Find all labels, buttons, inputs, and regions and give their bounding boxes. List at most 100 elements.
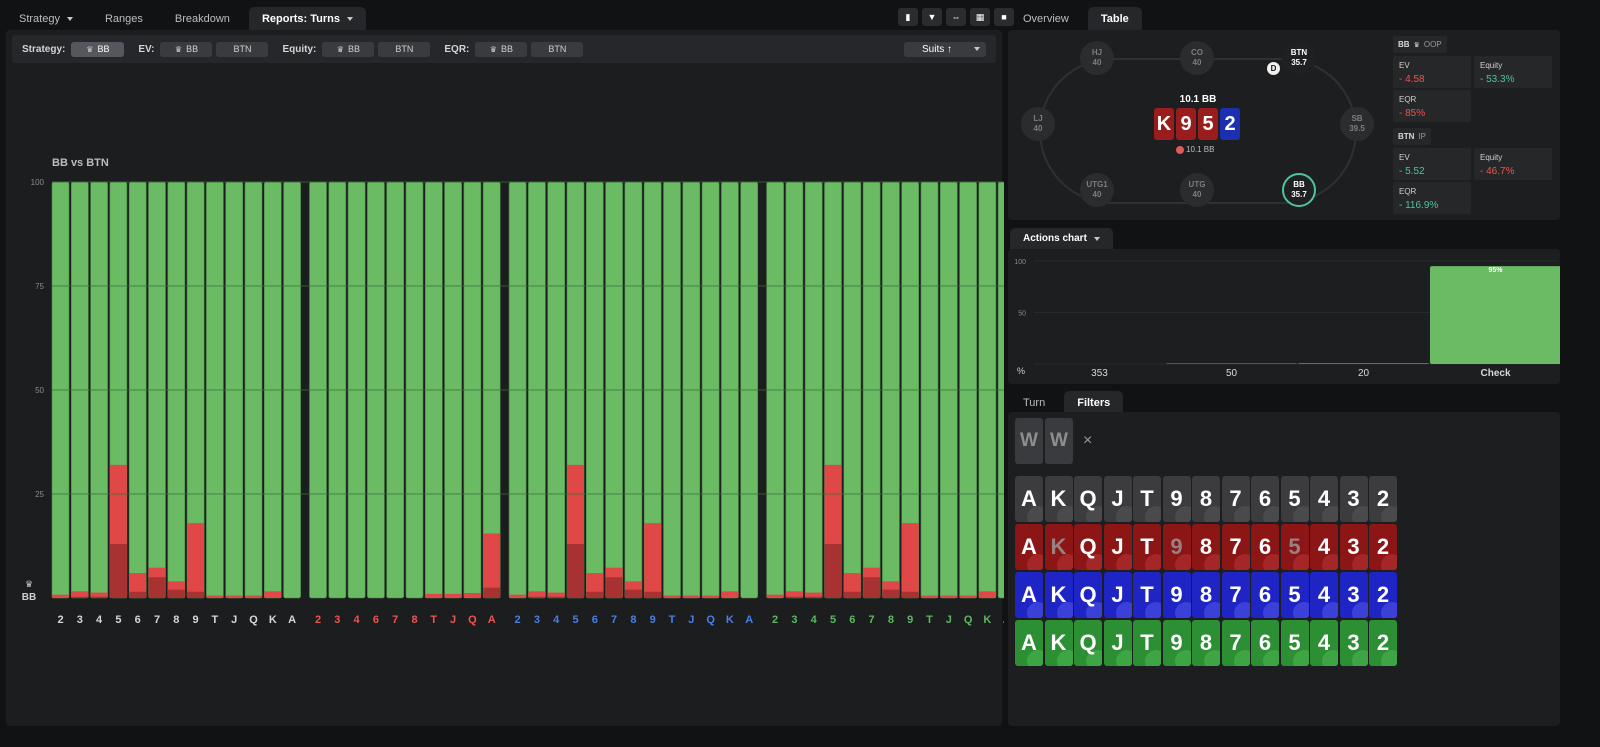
rank-card-blue-A[interactable]: A [1015, 572, 1043, 618]
rank-card-red-T[interactable]: T [1133, 524, 1161, 570]
rank-card-green-Q[interactable]: Q [1074, 620, 1102, 666]
rank-card-grey-4[interactable]: 4 [1310, 476, 1338, 522]
rank-card-grey-7[interactable]: 7 [1221, 476, 1250, 522]
filter-card[interactable]: W [1045, 418, 1073, 464]
rank-card-green-4[interactable]: 4 [1310, 620, 1338, 666]
rank-card-green-T[interactable]: T [1133, 620, 1161, 666]
rank-card-green-A[interactable]: A [1015, 620, 1043, 666]
rank-card-red-A[interactable]: A [1015, 524, 1043, 570]
rank-card-blue-2[interactable]: 2 [1369, 572, 1397, 618]
rank-card-blue-6[interactable]: 6 [1251, 572, 1279, 618]
rank-card-grey-9[interactable]: 9 [1162, 476, 1191, 522]
seat-utg1[interactable]: UTG1 40 [1080, 173, 1114, 207]
actions-chart-tab[interactable]: Actions chart [1010, 228, 1113, 249]
rank-card-green-9[interactable]: 9 [1162, 620, 1191, 666]
rank-card-red-Q[interactable]: Q [1074, 524, 1102, 570]
rank-card-grey-8[interactable]: 8 [1192, 476, 1220, 522]
chevron-down-icon [346, 16, 353, 21]
clear-filter-icon[interactable]: × [1083, 432, 1093, 449]
seat-bb[interactable]: BB 35.7 [1282, 173, 1316, 207]
rank-card-green-3[interactable]: 3 [1339, 620, 1368, 666]
suit-icon [1233, 650, 1250, 666]
rank-card-green-5[interactable]: 5 [1280, 620, 1309, 666]
seat-co[interactable]: CO 40 [1180, 41, 1214, 75]
rank-card-blue-8[interactable]: 8 [1192, 572, 1220, 618]
rank-card-label: Q [1079, 630, 1097, 655]
eqr-bb-pill[interactable]: ♛ BB [475, 41, 528, 57]
rank-card-blue-5[interactable]: 5 [1280, 572, 1309, 618]
seat-btn[interactable]: BTN 35.7 [1282, 41, 1316, 75]
bar-darkred [129, 591, 147, 598]
rank-card-red-6[interactable]: 6 [1251, 524, 1279, 570]
rank-card-red-J[interactable]: J [1103, 524, 1132, 570]
right-tab-label: Table [1100, 12, 1129, 25]
rank-card-blue-T[interactable]: T [1133, 572, 1161, 618]
rank-card-grey-2[interactable]: 2 [1369, 476, 1397, 522]
rank-card-label: 8 [1199, 486, 1213, 511]
right-tab-1[interactable]: Table [1087, 7, 1142, 30]
rank-card-green-6[interactable]: 6 [1251, 620, 1279, 666]
ev-bb-pill[interactable]: ♛ BB [160, 41, 213, 57]
rank-card-grey-3[interactable]: 3 [1339, 476, 1368, 522]
rank-card-green-J[interactable]: J [1103, 620, 1132, 666]
rank-card-blue-J[interactable]: J [1103, 572, 1132, 618]
suit-icon [1322, 554, 1338, 570]
rank-card-grey-Q[interactable]: Q [1074, 476, 1102, 522]
seat-utg[interactable]: UTG 40 [1180, 173, 1214, 207]
suits-dropdown[interactable]: Suits ↑ [904, 41, 986, 57]
right-tab-0[interactable]: Overview [1010, 7, 1082, 30]
suit-icon [1056, 602, 1073, 618]
bottom-tab-1[interactable]: Filters [1064, 391, 1124, 414]
equity-btn-pill[interactable]: BTN [378, 41, 431, 57]
rank-card-blue-K[interactable]: K [1044, 572, 1073, 618]
rank-card-grey-A[interactable]: A [1015, 476, 1043, 522]
suit-icon [1115, 506, 1132, 522]
rank-card-red-4[interactable]: 4 [1310, 524, 1338, 570]
bottom-tab-0[interactable]: Turn [1010, 391, 1058, 414]
seat-lj[interactable]: LJ 40 [1021, 107, 1055, 141]
rank-card-grey-J[interactable]: J [1103, 476, 1132, 522]
rank-card-blue-7[interactable]: 7 [1221, 572, 1250, 618]
left-tab-1[interactable]: Ranges [92, 7, 156, 30]
rank-card-red-K[interactable]: K [1044, 524, 1073, 570]
rank-card-blue-3[interactable]: 3 [1339, 572, 1368, 618]
rank-card-red-8[interactable]: 8 [1192, 524, 1220, 570]
rank-card-grey-6[interactable]: 6 [1251, 476, 1279, 522]
left-tab-2[interactable]: Breakdown [162, 7, 243, 30]
bar-chart-icon[interactable]: ▮ [898, 8, 918, 26]
left-tab-3[interactable]: Reports: Turns [248, 7, 366, 30]
rank-card-red-9[interactable]: 9 [1162, 524, 1191, 570]
seat-hj[interactable]: HJ 40 [1080, 41, 1114, 75]
rank-card-grey-T[interactable]: T [1133, 476, 1161, 522]
rank-card-grey-K[interactable]: K [1044, 476, 1073, 522]
x-tick-label: K [269, 614, 277, 626]
x-tick-label: 3 [791, 614, 797, 626]
rank-card-red-2[interactable]: 2 [1369, 524, 1397, 570]
rank-card-green-7[interactable]: 7 [1221, 620, 1250, 666]
square-icon[interactable]: ■ [994, 8, 1014, 26]
ev-btn-pill[interactable]: BTN [216, 41, 269, 57]
grid-icon[interactable]: ▦ [970, 8, 990, 26]
rank-card-green-K[interactable]: K [1044, 620, 1073, 666]
left-tab-0[interactable]: Strategy [6, 7, 86, 30]
x-tick-label: 6 [373, 614, 379, 626]
rank-card-label: 6 [1258, 486, 1272, 511]
rank-card-label: T [1140, 486, 1154, 511]
eqr-btn-pill[interactable]: BTN [531, 41, 584, 57]
seat-sb[interactable]: SB 39.5 [1340, 107, 1374, 141]
rank-card-green-8[interactable]: 8 [1192, 620, 1220, 666]
equity-bb-pill[interactable]: ♛ BB [322, 41, 375, 57]
suit-icon [1292, 650, 1309, 666]
compress-icon[interactable]: ⇔ [946, 8, 966, 26]
rank-card-blue-Q[interactable]: Q [1074, 572, 1102, 618]
rank-card-blue-9[interactable]: 9 [1162, 572, 1191, 618]
rank-card-green-2[interactable]: 2 [1369, 620, 1397, 666]
filter-card[interactable]: W [1015, 418, 1043, 464]
rank-card-red-3[interactable]: 3 [1339, 524, 1368, 570]
rank-card-grey-5[interactable]: 5 [1280, 476, 1309, 522]
strategy-bb-pill[interactable]: ♛ BB [71, 41, 125, 57]
rank-card-blue-4[interactable]: 4 [1310, 572, 1338, 618]
rank-card-red-5[interactable]: 5 [1280, 524, 1309, 570]
rank-card-red-7[interactable]: 7 [1221, 524, 1250, 570]
filter-icon[interactable]: ▼ [922, 8, 942, 26]
